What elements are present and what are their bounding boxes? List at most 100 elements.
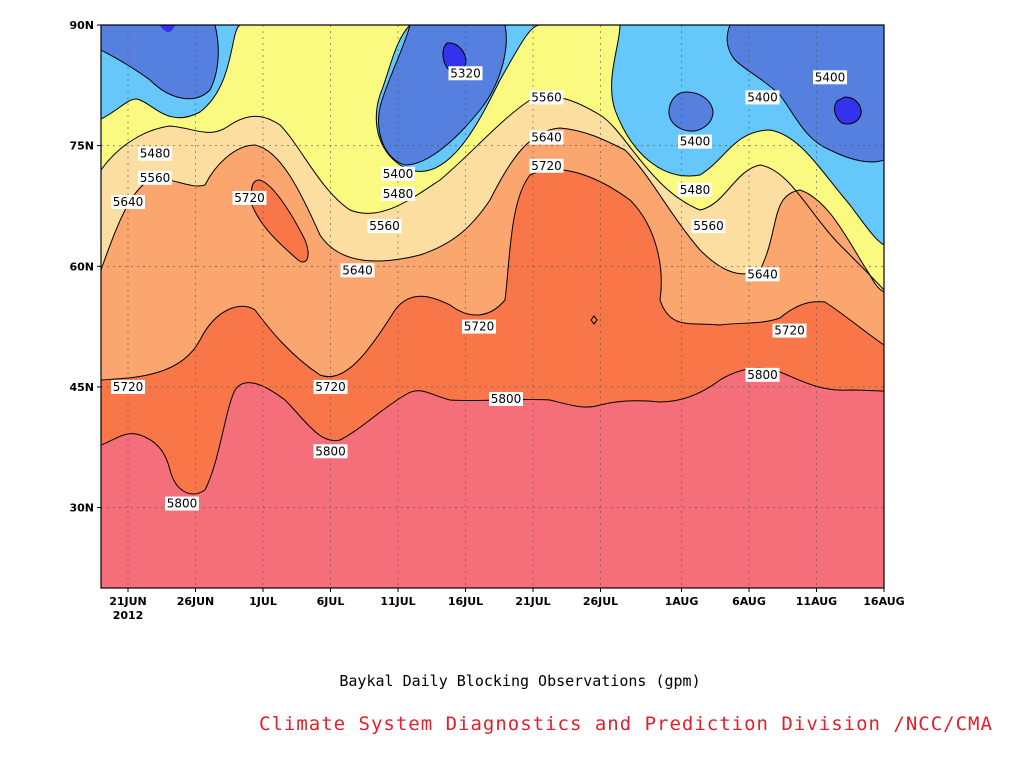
contour-label-text: 5800: [167, 497, 198, 511]
contour-label-bg: [367, 219, 402, 234]
contour-label-text: 5720: [234, 191, 265, 205]
contour-label: 5320: [448, 66, 483, 81]
x-tick-label: 6JUL: [317, 595, 345, 608]
contour-label-text: 5720: [464, 320, 495, 334]
contour-labels: 5480 5560 5640 5720 5800 5720 5640 5720 5800 5560…: [111, 66, 847, 511]
gridlines: [101, 25, 884, 588]
contour-label: 5560: [529, 90, 564, 105]
contour-label-text: 5720: [774, 324, 805, 338]
contour-label-text: 5640: [113, 195, 144, 209]
contour-label: 5720: [111, 379, 145, 394]
contour-label-text: 5720: [531, 159, 562, 173]
contour-label: 5720: [529, 158, 564, 173]
contour-label: 5800: [165, 496, 199, 511]
contour-label-text: 5720: [113, 380, 144, 394]
contour-label-text: 5560: [140, 171, 171, 185]
band-5320-pocket-a: [101, 25, 219, 99]
contour-label-text: 5480: [383, 187, 414, 201]
contour-label-text: 5400: [680, 135, 711, 149]
x-tick-label: 11AUG: [796, 595, 837, 608]
band-5800: [101, 368, 884, 588]
contour-label: 5480: [678, 182, 712, 197]
contour-chart: 5480 5560 5640 5720 5800 5720 5640 5720 5800 5560…: [69, 19, 905, 622]
x-tick-label: 11JUL: [380, 595, 415, 608]
contour-label: 5400: [381, 166, 415, 181]
contour-label: 5640: [745, 267, 780, 282]
band-5240-core-a: [442, 42, 466, 72]
contour-label-bg: [138, 146, 172, 161]
contour-label-text: 5320: [450, 66, 481, 80]
contour-label-bg: [381, 186, 415, 201]
contour-label: 5640: [111, 194, 145, 209]
contour-label-bg: [772, 323, 807, 338]
y-tick-label: 45N: [69, 381, 94, 394]
band-5320-pocket-c: [727, 25, 884, 162]
contour-label: 5800: [489, 391, 523, 406]
contour-label: 5400: [678, 134, 712, 149]
contour-label: 5640: [340, 263, 375, 278]
x-year-label: 2012: [113, 609, 144, 622]
y-tick-label: 90N: [69, 19, 94, 32]
contour-label-bg: [232, 190, 267, 205]
y-tick-label: 60N: [69, 260, 94, 273]
contour-label-text: 5480: [680, 183, 711, 197]
contour-label: 5800: [745, 367, 780, 382]
contour-label-text: 5800: [315, 444, 346, 458]
contour-label: 5480: [138, 146, 172, 161]
contour-label-bg: [313, 379, 348, 394]
x-tick-label: 16AUG: [863, 595, 904, 608]
x-tick-label: 6AUG: [732, 595, 766, 608]
contour-label: 5720: [462, 319, 496, 334]
contour-label: 5640: [529, 130, 564, 145]
contour-label-bg: [529, 158, 564, 173]
x-tick-label: 21JUL: [515, 595, 550, 608]
contour-label-text: 5800: [491, 392, 522, 406]
contour-label: 5560: [691, 219, 726, 234]
contour-label-text: 5560: [369, 219, 400, 233]
contour-label: 5720: [232, 190, 267, 205]
contour-label: 5560: [367, 219, 402, 234]
x-tick-label: 16JUL: [448, 595, 483, 608]
contour-label-text: 5640: [747, 267, 778, 281]
contour-label-bg: [340, 263, 375, 278]
contour-label-text: 5400: [815, 70, 846, 84]
contour-label: 5720: [772, 323, 807, 338]
chart-caption: Baykal Daily Blocking Observations (gpm): [339, 672, 701, 690]
band-5320-pocket-d: [668, 92, 713, 132]
contour-label-bg: [529, 90, 564, 105]
y-tick-label: 30N: [69, 502, 94, 515]
x-tick-label: 1JUL: [249, 595, 277, 608]
contour-label-text: 5560: [693, 219, 724, 233]
contour-label-bg: [678, 134, 712, 149]
contour-label-bg: [813, 70, 847, 85]
contour-label-text: 5400: [747, 90, 778, 104]
contour-label-bg: [462, 319, 496, 334]
contour-label-bg: [745, 90, 780, 105]
contour-label-bg: [111, 379, 145, 394]
x-tick-label: 1AUG: [665, 595, 699, 608]
contour-label-bg: [678, 182, 712, 197]
contour-label: 5800: [313, 444, 348, 459]
contour-label-text: 5720: [315, 380, 346, 394]
plot-frame: [100, 24, 885, 589]
contour-label-bg: [691, 219, 726, 234]
credit-line: Climate System Diagnostics and Predictio…: [259, 713, 993, 735]
contour-label-text: 5480: [140, 147, 171, 161]
contour-label: 5400: [745, 90, 780, 105]
contour-label: 5720: [313, 379, 348, 394]
x-tick-label: 26JUN: [177, 595, 215, 608]
band-5240-core-b: [834, 97, 862, 124]
contour-label-bg: [489, 391, 523, 406]
contour-label-bg: [138, 170, 172, 185]
contour-label-bg: [745, 367, 780, 382]
contour-label: 5480: [381, 186, 415, 201]
x-tick-label: 21JUN: [109, 595, 147, 608]
contour-label-text: 5800: [747, 368, 778, 382]
contour-label-bg: [313, 444, 348, 459]
contour-label-text: 5640: [531, 131, 562, 145]
contour-label: 5560: [138, 170, 172, 185]
contour-label-bg: [745, 267, 780, 282]
contour-label-text: 5400: [383, 167, 414, 181]
band-5240-core-c: [160, 25, 175, 33]
